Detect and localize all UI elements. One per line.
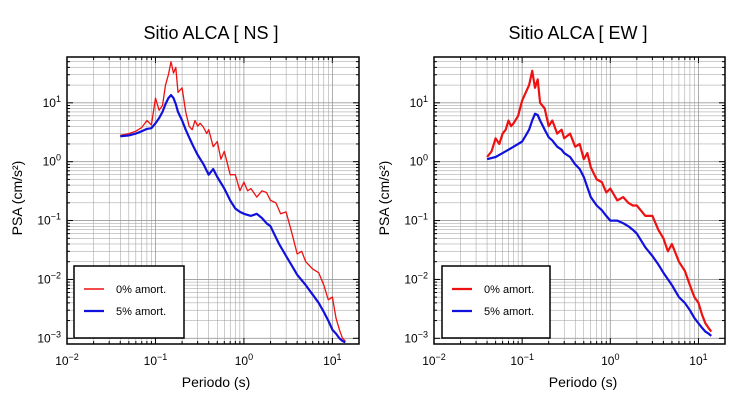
legend-box: [441, 265, 551, 339]
legend-label-undamped: 0% amort.: [116, 284, 166, 296]
y-tick-label: 10−2: [404, 270, 428, 286]
x-tick-label: 10−2: [55, 352, 79, 368]
x-tick-label: 100: [235, 352, 253, 368]
x-tick-label: 10−2: [422, 352, 446, 368]
x-axis-label: Periodo (s): [549, 374, 617, 390]
x-tick-label: 100: [601, 352, 619, 368]
y-tick-label: 101: [43, 94, 61, 110]
x-tick-label: 101: [323, 352, 341, 368]
series-line-undamped: [120, 61, 346, 342]
legend-label-undamped: 0% amort.: [484, 284, 534, 296]
chart-title: Sitio ALCA [ EW ]: [508, 23, 647, 43]
y-tick-label: 10−3: [37, 329, 61, 345]
plot-frame: [433, 56, 726, 345]
legend-label-damped: 5% amort.: [116, 306, 166, 318]
y-tick-label: 10−1: [404, 212, 428, 228]
y-tick-label: 101: [410, 94, 428, 110]
legend: 0% amort. 5% amort.: [73, 265, 185, 339]
y-tick-label: 100: [43, 153, 61, 169]
chart-panel-ns: Sitio ALCA [ NS ] Periodo (s) PSA (cm/s²…: [9, 23, 360, 390]
y-axis-label: PSA (cm/s²): [9, 161, 25, 236]
x-tick-label: 10−1: [144, 352, 168, 368]
y-tick-label: 10−1: [37, 212, 61, 228]
series-line-undamped: [486, 69, 713, 333]
legend: 0% amort. 5% amort.: [441, 265, 551, 339]
x-tick-label: 10−1: [510, 352, 534, 368]
chart-panel-ew: Sitio ALCA [ EW ] Periodo (s) PSA (cm/s²…: [376, 23, 726, 390]
series-line-damped: [486, 112, 712, 337]
chart-title: Sitio ALCA [ NS ]: [143, 23, 278, 43]
y-tick-label: 10−3: [404, 329, 428, 345]
plot-frame: [66, 56, 360, 345]
x-tick-label: 101: [689, 352, 707, 368]
y-tick-label: 100: [410, 153, 428, 169]
legend-label-damped: 5% amort.: [484, 306, 534, 318]
y-axis-label: PSA (cm/s²): [376, 161, 392, 236]
y-tick-label: 10−2: [37, 270, 61, 286]
legend-box: [73, 265, 185, 339]
x-axis-label: Periodo (s): [182, 374, 250, 390]
series-line-damped: [120, 93, 346, 344]
